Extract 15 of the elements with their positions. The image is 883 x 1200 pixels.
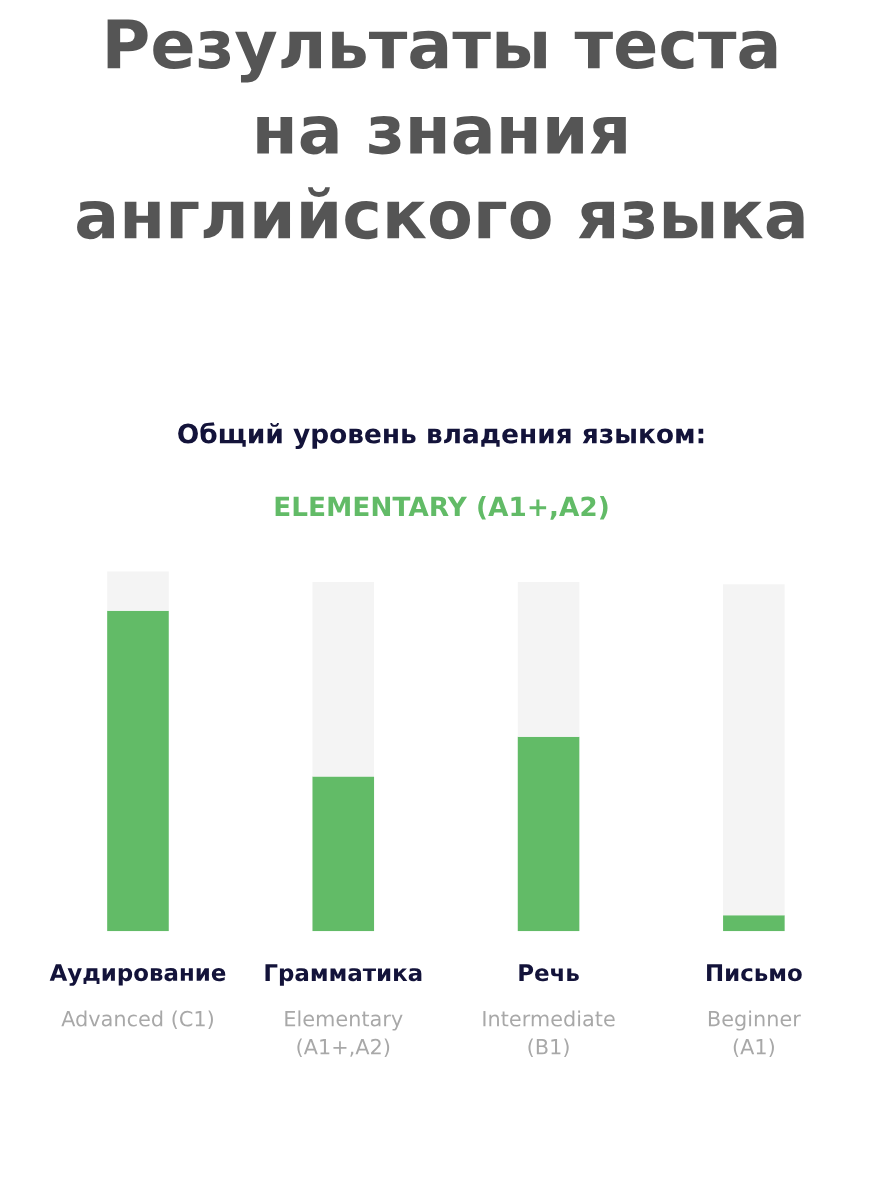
bar	[517, 736, 580, 932]
chart-subtitle: Общий уровень владения языком:	[178, 422, 704, 449]
bar	[312, 776, 375, 932]
x-tick-label: Грамматика Elementary (A1+,A2)	[265, 964, 422, 1058]
bar	[107, 610, 169, 932]
text: ELEMENTARY (A1+,A2)	[275, 496, 608, 520]
bar	[312, 582, 375, 777]
bar	[517, 582, 580, 737]
category-label: Письмо Beginner (A1)	[707, 964, 802, 1058]
chart-title: Результаты теста на знания английского языка	[77, 19, 804, 240]
x-tick-label: Аудирование Advanced (C1)	[49, 964, 226, 1029]
category-label: Речь Intermediate (B1)	[483, 964, 615, 1058]
bar	[723, 584, 785, 916]
bar	[723, 915, 785, 932]
bar	[107, 571, 169, 611]
